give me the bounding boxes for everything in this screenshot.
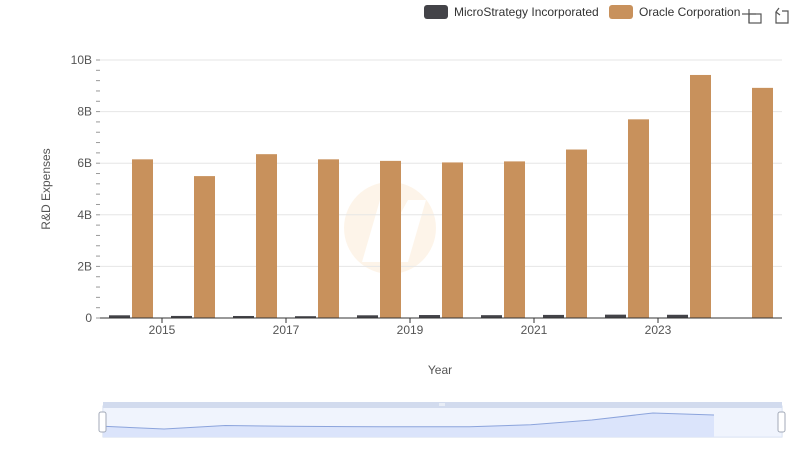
y-tick-label: 10B bbox=[71, 53, 92, 67]
legend-item-oracle[interactable]: Oracle Corporation bbox=[609, 5, 740, 19]
y-axis-ticks: 0 2B 4B 6B 8B 10B bbox=[71, 53, 100, 325]
bar-microstrategy-2019[interactable] bbox=[419, 315, 440, 318]
x-axis-title: Year bbox=[428, 363, 452, 377]
bar-microstrategy-2018[interactable] bbox=[357, 315, 378, 318]
x-tick-label: 2023 bbox=[645, 323, 672, 337]
bar-oracle-2021[interactable] bbox=[566, 149, 587, 318]
bar-oracle-2015[interactable] bbox=[194, 176, 215, 318]
bar-oracle-2017[interactable] bbox=[318, 159, 339, 318]
y-tick-label: 2B bbox=[77, 259, 92, 273]
bar-oracle-2024[interactable] bbox=[752, 87, 773, 318]
y-tick-label: 0 bbox=[85, 311, 92, 325]
navigator-right-handle[interactable] bbox=[777, 411, 786, 433]
bar-oracle-2023[interactable] bbox=[690, 74, 711, 319]
bar-microstrategy-2014[interactable] bbox=[109, 315, 130, 318]
x-tick-label: 2021 bbox=[521, 323, 548, 337]
legend-swatch bbox=[424, 5, 448, 19]
y-tick-label: 6B bbox=[77, 156, 92, 170]
legend: MicroStrategy Incorporated Oracle Corpor… bbox=[424, 5, 740, 19]
bar-oracle-2014[interactable] bbox=[132, 159, 153, 318]
legend-label: Oracle Corporation bbox=[639, 5, 740, 19]
bar-microstrategy-2015[interactable] bbox=[171, 315, 192, 318]
y-axis-title: R&D Expenses bbox=[39, 148, 53, 229]
x-tick-label: 2019 bbox=[397, 323, 424, 337]
bar-oracle-2020[interactable] bbox=[504, 161, 525, 318]
legend-item-microstrategy[interactable]: MicroStrategy Incorporated bbox=[424, 5, 599, 19]
y-tick-label: 8B bbox=[77, 105, 92, 119]
bar-oracle-2018[interactable] bbox=[380, 160, 401, 318]
bar-microstrategy-2021[interactable] bbox=[543, 314, 564, 318]
data-zoom-navigator[interactable] bbox=[98, 402, 786, 438]
zoom-in-icon[interactable] bbox=[742, 9, 762, 24]
x-axis-ticks: 2015 2017 2019 2021 2023 bbox=[149, 318, 672, 337]
legend-swatch bbox=[609, 5, 633, 19]
navigator-grip-icon bbox=[439, 403, 445, 406]
x-tick-label: 2017 bbox=[273, 323, 300, 337]
legend-label: MicroStrategy Incorporated bbox=[454, 5, 599, 19]
bar-oracle-2019[interactable] bbox=[442, 162, 463, 318]
y-tick-label: 4B bbox=[77, 208, 92, 222]
bar-microstrategy-2016[interactable] bbox=[233, 315, 254, 318]
bar-microstrategy-2023[interactable] bbox=[667, 314, 688, 318]
zoom-reset-icon[interactable] bbox=[775, 7, 789, 24]
x-tick-label: 2015 bbox=[149, 323, 176, 337]
bar-microstrategy-2020[interactable] bbox=[481, 315, 502, 318]
navigator-left-handle[interactable] bbox=[98, 411, 107, 433]
bar-microstrategy-2017[interactable] bbox=[295, 316, 316, 318]
bar-microstrategy-2022[interactable] bbox=[605, 314, 626, 318]
bars bbox=[109, 74, 773, 319]
navigator-area bbox=[103, 413, 714, 437]
navigator-line bbox=[102, 412, 715, 430]
bar-oracle-2016[interactable] bbox=[256, 154, 277, 318]
bar-oracle-2022[interactable] bbox=[628, 119, 649, 318]
